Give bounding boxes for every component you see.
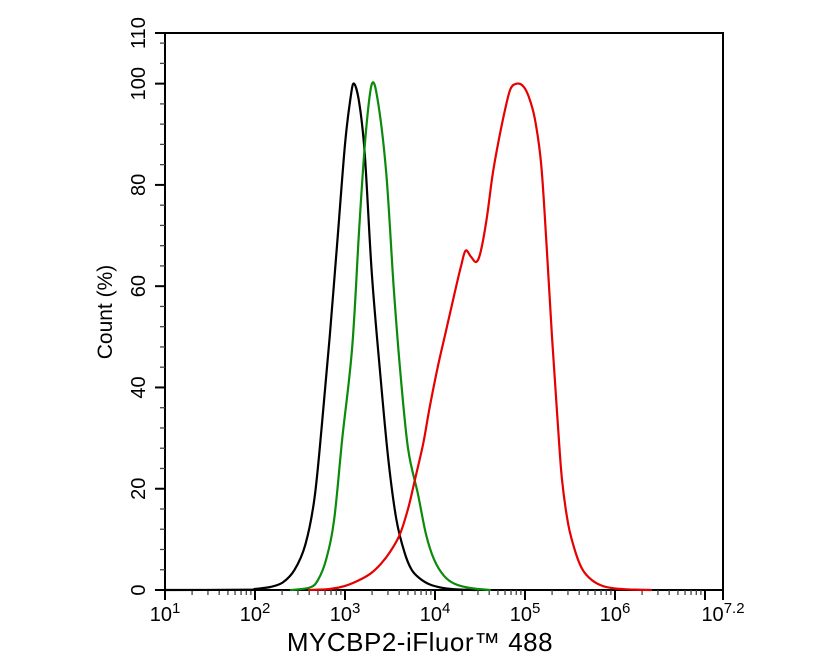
x-axis-title: MYCBP2-iFluor™ 488	[287, 627, 553, 657]
y-axis-minor-ticks	[160, 42, 165, 571]
x-tick-label: 102	[240, 600, 271, 626]
y-tick-label: 80	[128, 174, 150, 196]
series-black-curve	[163, 82, 477, 592]
y-tick-label: 100	[128, 67, 150, 100]
y-tick-label: 40	[128, 376, 150, 398]
plot-frame	[164, 32, 724, 591]
y-axis-title: Count (%)	[94, 265, 117, 360]
y-axis-major-ticks	[155, 32, 165, 591]
x-tick-label: 101	[150, 600, 181, 626]
y-tick-label: 20	[128, 478, 150, 500]
y-axis-tick-labels: 0 20 40 60 80 100 110	[128, 17, 150, 596]
x-tick-label: 105	[510, 600, 541, 626]
x-axis-tick-labels: 101 102 103 104 105 106 107.2	[150, 600, 745, 626]
x-axis-major-ticks	[164, 590, 724, 600]
x-tick-label: 107.2	[701, 600, 744, 626]
y-tick-label: 0	[128, 584, 150, 595]
series-red-curve	[307, 82, 653, 592]
histogram-curves	[163, 81, 653, 592]
series-green-curve	[289, 81, 491, 592]
x-tick-label: 106	[600, 600, 631, 626]
x-axis-minor-ticks	[191, 590, 702, 595]
x-tick-label: 103	[330, 600, 361, 626]
x-tick-label: 104	[420, 600, 451, 626]
y-tick-label: 60	[128, 275, 150, 297]
y-tick-label: 110	[128, 17, 150, 49]
